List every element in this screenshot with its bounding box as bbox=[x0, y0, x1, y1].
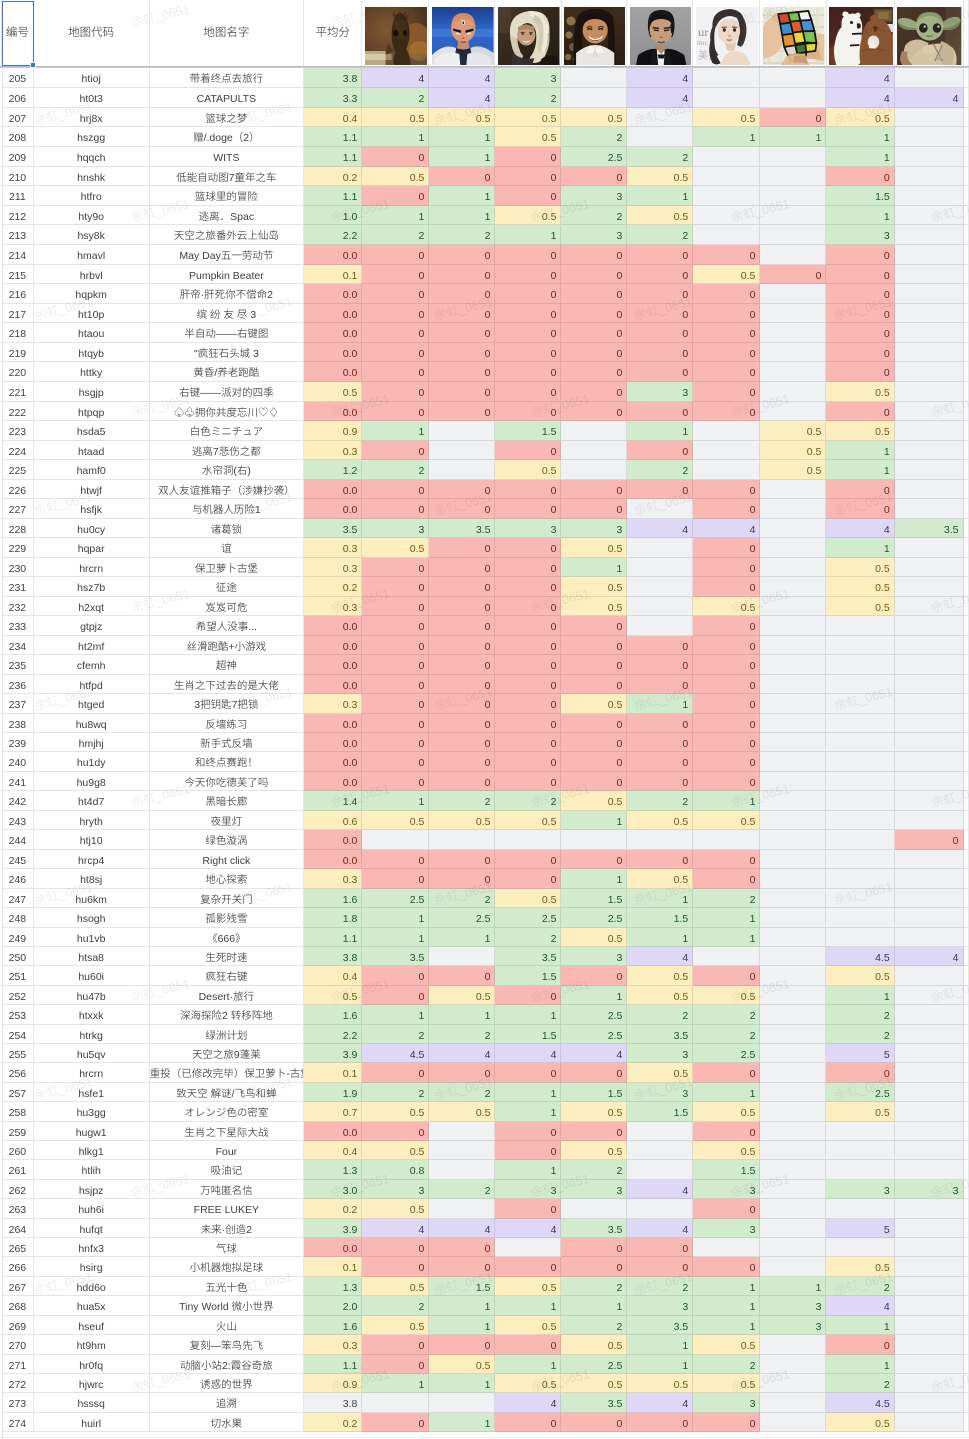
svg-text:ur: ur bbox=[698, 25, 708, 39]
svg-text:mo:: mo: bbox=[697, 39, 708, 47]
